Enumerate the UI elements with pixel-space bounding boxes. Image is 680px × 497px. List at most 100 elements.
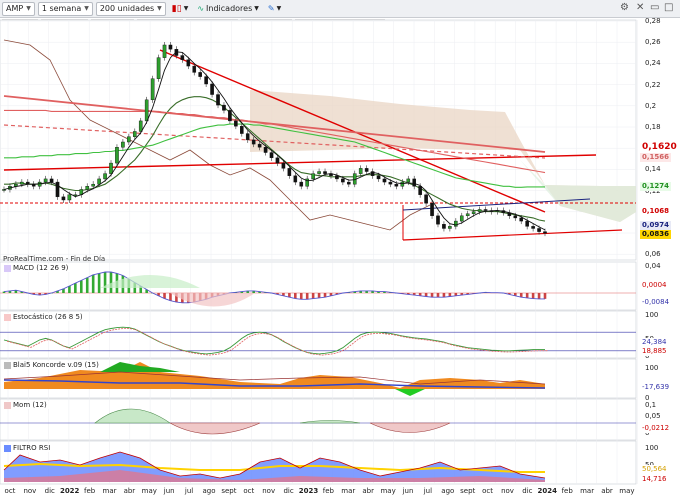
x-tick: 2022 — [59, 487, 80, 495]
candle — [471, 211, 476, 214]
candle — [418, 186, 422, 195]
macd-bar — [383, 291, 386, 293]
macd-bar — [175, 293, 178, 303]
x-tick: jul — [184, 487, 194, 495]
units-dropdown[interactable]: 200 unidades ▼ — [95, 1, 166, 16]
toolbar: AMP ▼ 1 semana ▼ 200 unidades ▼ ▮▯ ▼ ∿ Indica… — [0, 0, 680, 18]
macd-bar — [466, 293, 470, 295]
candle — [186, 59, 191, 67]
candle — [109, 162, 113, 174]
candle — [436, 215, 440, 225]
macd-fill — [100, 275, 200, 288]
x-tick: oct — [482, 487, 494, 495]
candle — [317, 171, 321, 174]
x-tick: nov — [23, 487, 37, 495]
candle — [311, 173, 315, 180]
series-line — [4, 123, 545, 188]
x-tick: nov — [262, 487, 276, 495]
macd-bar — [371, 290, 374, 293]
macd-bar — [519, 293, 523, 298]
tools-button[interactable]: ✎ ▼ — [265, 2, 284, 16]
trendline — [3, 154, 597, 171]
minimize-icon[interactable]: ▭ — [650, 2, 660, 13]
koncorde-label: Blai5 Koncorde v.09 (15) — [2, 361, 101, 369]
x-tick: nov — [501, 487, 514, 495]
candle — [305, 178, 309, 187]
stoch-d — [6, 328, 548, 356]
ichimoku-line — [3, 39, 431, 231]
macd-bar — [317, 293, 321, 298]
macd-bar — [305, 293, 309, 300]
indicators-button[interactable]: ∿ Indicadores ▼ — [194, 2, 262, 16]
symbol-dropdown[interactable]: AMP ▼ — [2, 1, 35, 16]
candle — [240, 125, 244, 134]
maximize-icon[interactable]: □ — [664, 2, 674, 13]
macd-bar — [85, 277, 89, 293]
stoch-label-text: Estocástico (26 8 5) — [13, 313, 83, 321]
rsi-swatch — [4, 444, 11, 452]
macd-bar — [311, 293, 315, 299]
trendline — [402, 229, 623, 241]
panel-y-tick: 100 — [645, 444, 659, 452]
candle — [61, 196, 66, 201]
x-tick: mar — [102, 487, 117, 495]
chevron-down-icon: ▼ — [84, 5, 89, 12]
chevron-down-icon: ▼ — [254, 5, 259, 12]
macd-bar — [365, 290, 368, 293]
sma-4-line — [3, 51, 546, 231]
candle — [257, 143, 262, 148]
panel-badge: 14,716 — [640, 475, 669, 484]
candle — [459, 215, 464, 222]
macd-bar — [531, 293, 535, 299]
x-tick: may — [619, 487, 635, 495]
x-tick: sept — [460, 487, 476, 495]
x-tick: jun — [163, 487, 175, 495]
candle — [144, 99, 149, 122]
candle — [43, 178, 48, 183]
panel-badge: -0,0084 — [640, 298, 672, 307]
y-tick: 0,28 — [645, 17, 661, 25]
macd-bar — [335, 293, 339, 295]
candle — [251, 139, 256, 145]
panel-y-tick: 0 — [645, 429, 650, 437]
y-tick: 0,2 — [645, 101, 657, 110]
macd-fill — [170, 293, 255, 307]
macd-bar — [299, 293, 303, 300]
candle — [127, 136, 131, 143]
candle — [168, 44, 173, 50]
rsi-red — [4, 470, 545, 482]
candle — [204, 76, 208, 85]
y-tick: 0,24 — [645, 59, 661, 68]
close-icon[interactable]: ✕ — [636, 2, 645, 13]
macd-swatch — [4, 264, 11, 272]
candle — [73, 194, 78, 196]
panel-badge: 50,564 — [640, 465, 669, 474]
chart-style-button[interactable]: ▮▯ ▼ — [169, 2, 192, 16]
x-tick: dic — [44, 487, 55, 495]
x-tick: feb — [561, 487, 573, 495]
macd-bar — [103, 272, 107, 293]
macd-label-text: MACD (12 26 9) — [13, 264, 69, 272]
candle — [388, 181, 393, 185]
macd-bar — [32, 293, 36, 295]
candle — [525, 220, 529, 227]
macd-line — [3, 271, 545, 304]
value-badge: 0,1068 — [640, 207, 672, 216]
koncorde-green — [395, 389, 425, 396]
candle — [150, 78, 155, 101]
mom-label: Mom (12) — [2, 401, 49, 409]
candle — [519, 217, 524, 222]
x-tick: ago — [202, 487, 216, 495]
x-tick: may — [141, 487, 157, 495]
candle — [347, 181, 351, 185]
panel-badge: 24,384 — [640, 338, 669, 347]
candle — [216, 94, 220, 106]
macd-bar — [424, 293, 428, 297]
macd-bar — [276, 293, 279, 295]
candle — [442, 224, 446, 229]
candle — [121, 141, 125, 148]
source-text: ProRealTime.com - Fin de Día — [3, 255, 106, 263]
settings-icon[interactable]: ⚙ — [620, 2, 629, 13]
timeframe-dropdown[interactable]: 1 semana ▼ — [37, 1, 93, 16]
x-tick: dic — [522, 487, 533, 495]
